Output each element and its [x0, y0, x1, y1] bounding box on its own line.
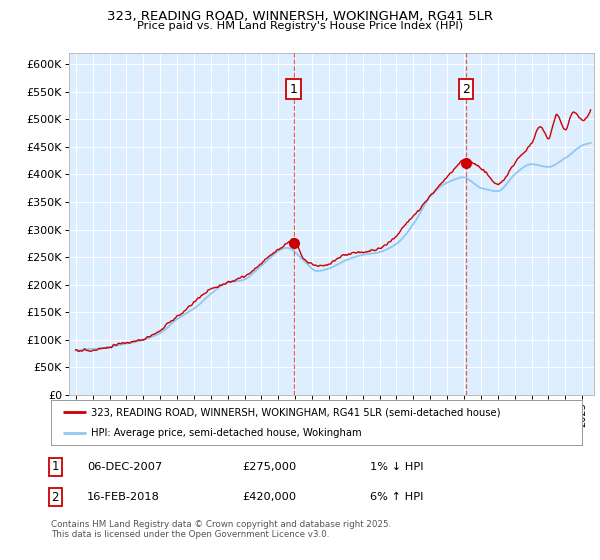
Text: HPI: Average price, semi-detached house, Wokingham: HPI: Average price, semi-detached house,… — [91, 428, 361, 438]
Text: £275,000: £275,000 — [242, 462, 296, 472]
Text: 16-FEB-2018: 16-FEB-2018 — [87, 492, 160, 502]
Text: Contains HM Land Registry data © Crown copyright and database right 2025.
This d: Contains HM Land Registry data © Crown c… — [51, 520, 391, 539]
Text: 323, READING ROAD, WINNERSH, WOKINGHAM, RG41 5LR: 323, READING ROAD, WINNERSH, WOKINGHAM, … — [107, 10, 493, 23]
Text: 2: 2 — [462, 82, 470, 96]
Text: 1: 1 — [290, 82, 298, 96]
Text: 1% ↓ HPI: 1% ↓ HPI — [370, 462, 423, 472]
Text: £420,000: £420,000 — [242, 492, 296, 502]
Text: 06-DEC-2007: 06-DEC-2007 — [87, 462, 163, 472]
Text: 6% ↑ HPI: 6% ↑ HPI — [370, 492, 423, 502]
Text: 1: 1 — [52, 460, 59, 473]
Text: 2: 2 — [52, 491, 59, 504]
Text: Price paid vs. HM Land Registry's House Price Index (HPI): Price paid vs. HM Land Registry's House … — [137, 21, 463, 31]
Text: 323, READING ROAD, WINNERSH, WOKINGHAM, RG41 5LR (semi-detached house): 323, READING ROAD, WINNERSH, WOKINGHAM, … — [91, 408, 500, 418]
